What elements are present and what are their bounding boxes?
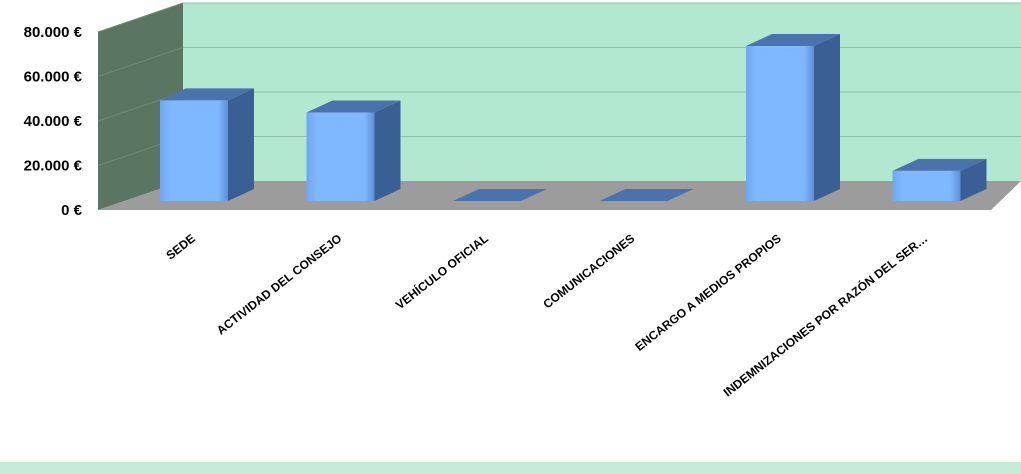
y-axis-tick-labels: 0 € 20.000 € 40.000 € 60.000 € 80.000 € — [24, 24, 83, 219]
bars — [160, 34, 987, 201]
x-category-label: ACTIVIDAD DEL CONSEJO — [214, 231, 344, 337]
bar — [160, 88, 254, 201]
x-category-label: VEHÍCULO OFICIAL — [392, 231, 491, 313]
bar — [746, 34, 840, 201]
bar — [892, 158, 987, 201]
x-category-label: COMUNICACIONES — [540, 231, 637, 311]
y-tick-label: 20.000 € — [24, 158, 83, 175]
bar — [306, 100, 401, 201]
x-category-label: ENCARGO A MEDIOS PROPIOS — [632, 231, 783, 354]
gridline — [97, 2, 1021, 33]
gridline — [97, 47, 1021, 77]
y-tick-label: 40.000 € — [24, 113, 83, 130]
x-category-label: SEDE — [163, 231, 197, 262]
y-tick-label: 80.000 € — [24, 24, 83, 41]
bar — [453, 189, 547, 201]
bar — [599, 189, 694, 201]
x-axis-category-labels: SEDE ACTIVIDAD DEL CONSEJO VEHÍCULO OFICIA… — [163, 231, 930, 400]
y-tick-label: 60.000 € — [24, 69, 83, 86]
y-tick-label: 0 € — [61, 202, 83, 219]
footer-strip — [0, 462, 1021, 474]
